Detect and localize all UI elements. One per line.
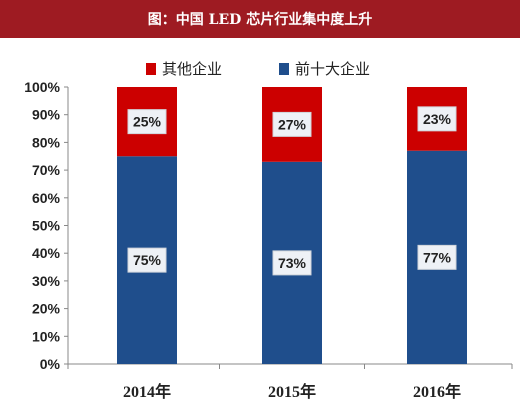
x-tick-label: 2015年 [268,382,316,401]
data-label-box [127,109,167,135]
y-tick-label: 20% [32,301,61,317]
y-tick-label: 100% [24,79,60,95]
data-label: 77% [423,249,452,265]
stacked-bar-chart: 0% 10% 20% 30% 40% 50% 60% 70% 80% 90% 100% 2014年 20… [24,60,513,401]
y-tick-label: 50% [32,218,61,234]
y-tick-label: 10% [32,328,61,344]
y-tick-label: 90% [32,107,61,123]
chart-title-bar: 图：中国 LED 芯片行业集中度上升 [0,0,520,38]
data-label-box [417,106,457,132]
chart-title: 图：中国 LED 芯片行业集中度上升 [147,12,373,28]
legend-label: 前十大企业 [295,60,370,78]
x-tick-label: 2016年 [413,382,461,401]
y-tick-label: 80% [32,134,61,150]
data-label-box [272,250,312,276]
y-tick-label: 60% [32,190,61,206]
legend-swatch [279,63,289,75]
y-tick-label: 70% [32,162,61,178]
x-tick-label: 2014年 [123,382,171,401]
data-label-box [272,111,312,137]
legend-swatch [146,63,156,75]
data-label: 73% [278,255,307,271]
y-tick-label: 30% [32,273,61,289]
data-label: 25% [133,114,162,130]
data-label: 75% [133,252,162,268]
data-label: 27% [278,116,307,132]
data-label-box [417,244,457,270]
y-tick-label: 0% [40,356,61,372]
data-label: 23% [423,111,452,127]
legend-label: 其他企业 [162,60,222,78]
data-label-box [127,247,167,273]
y-tick-label: 40% [32,245,61,261]
